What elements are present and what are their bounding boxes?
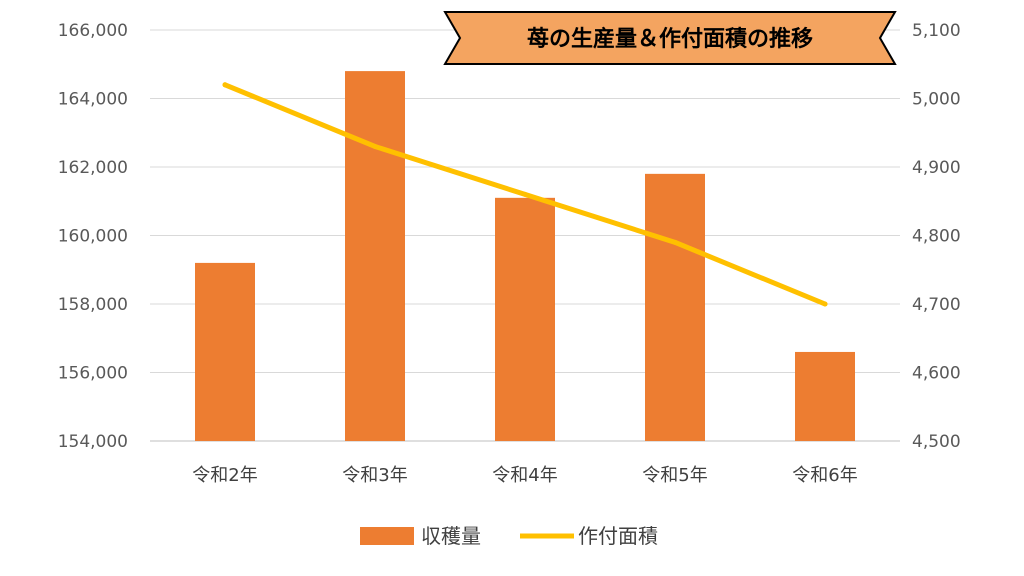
right-tick-label: 5,100 xyxy=(912,21,961,41)
title-banner xyxy=(443,11,897,65)
left-tick-label: 154,000 xyxy=(58,432,128,452)
legend: 収穫量 作付面積 xyxy=(360,524,658,548)
line-point-2 xyxy=(372,143,378,149)
category-label: 令和4年 xyxy=(492,465,557,486)
right-tick-label: 4,600 xyxy=(912,364,961,384)
bar-2 xyxy=(345,71,405,441)
bar-3 xyxy=(495,197,555,441)
line-point-5 xyxy=(822,301,828,307)
chart-title: 苺の生産量＆作付面積の推移 xyxy=(527,26,813,52)
left-tick-label: 162,000 xyxy=(58,158,128,178)
bar-4 xyxy=(645,173,705,441)
category-label: 令和3年 xyxy=(342,465,407,486)
category-label: 令和6年 xyxy=(792,465,857,486)
right-tick-label: 4,900 xyxy=(912,158,961,178)
left-axis: 154,000 156,000 158,000 160,000 162,000 164,0… xyxy=(58,21,128,452)
legend-label-line: 作付面積 xyxy=(578,524,658,548)
bar-series xyxy=(195,71,855,441)
legend-label-bar: 収穫量 xyxy=(421,524,481,548)
line-point-3 xyxy=(522,191,528,197)
category-label: 令和2年 xyxy=(192,465,257,486)
category-label: 令和5年 xyxy=(642,465,707,486)
left-tick-label: 164,000 xyxy=(58,90,128,110)
right-tick-label: 4,800 xyxy=(912,227,961,247)
bar-1 xyxy=(195,262,255,441)
right-tick-label: 4,500 xyxy=(912,432,961,452)
right-axis: 4,500 4,600 4,700 4,800 4,900 5,000 5,100 xyxy=(912,21,961,452)
right-tick-label: 4,700 xyxy=(912,295,961,315)
line-point-1 xyxy=(222,82,228,88)
category-axis: 令和2年 令和3年 令和4年 令和5年 令和6年 xyxy=(192,465,857,486)
line-point-4 xyxy=(672,239,678,245)
line-series xyxy=(222,82,828,307)
left-tick-label: 166,000 xyxy=(58,21,128,41)
chart-title-box: 苺の生産量＆作付面積の推移 xyxy=(443,11,897,65)
bar-5 xyxy=(795,351,855,441)
left-tick-label: 158,000 xyxy=(58,295,128,315)
left-tick-label: 156,000 xyxy=(58,364,128,384)
right-tick-label: 5,000 xyxy=(912,90,961,110)
legend-swatch-bar xyxy=(360,527,414,545)
left-tick-label: 160,000 xyxy=(58,227,128,247)
